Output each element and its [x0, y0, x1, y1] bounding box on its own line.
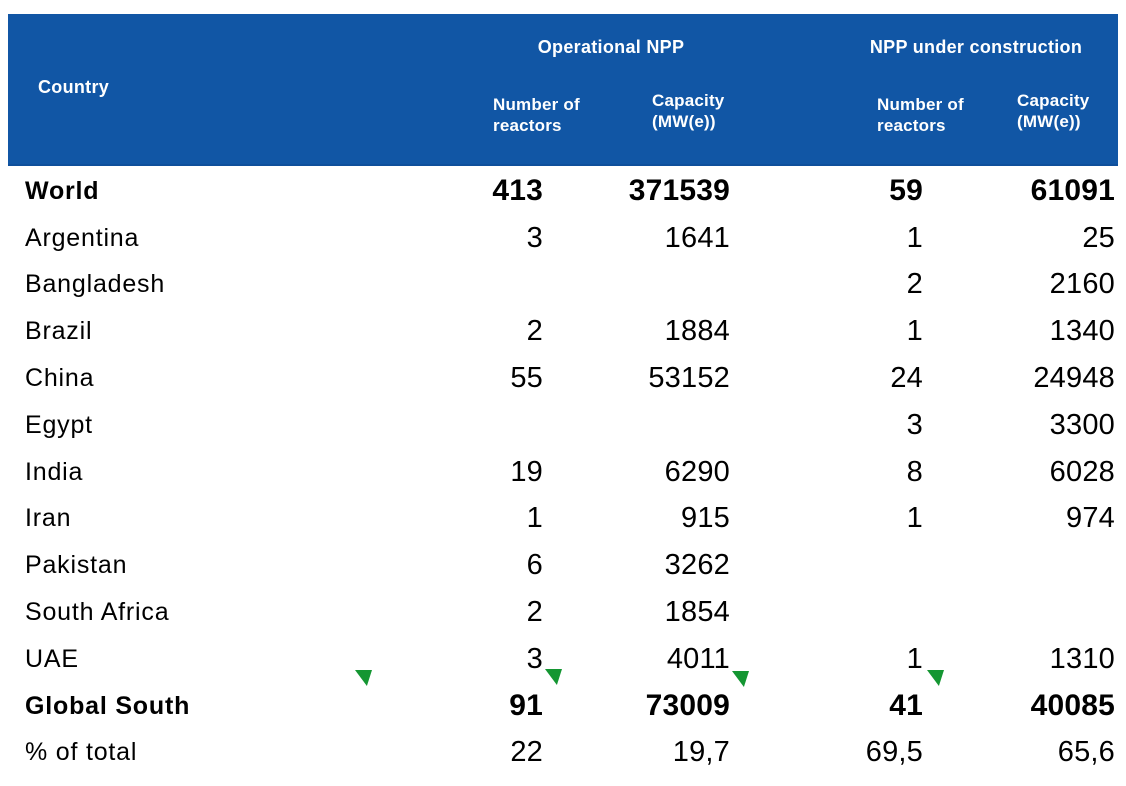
- uc-reactors-cell: 2: [906, 268, 923, 301]
- country-cell: Egypt: [25, 410, 93, 439]
- op-capacity-cell: 1641: [664, 221, 730, 254]
- op-reactors-cell: 2: [526, 315, 543, 348]
- country-cell: % of total: [25, 738, 138, 767]
- op-capacity-cell: 371539: [628, 174, 730, 208]
- column-header-uc-capacity: Capacity (MW(e)): [1017, 91, 1090, 132]
- column-header-op-capacity: Capacity (MW(e)): [652, 91, 725, 132]
- table-row: Bangladesh 2 2160: [0, 262, 1126, 309]
- country-cell: Bangladesh: [25, 270, 166, 299]
- uc-reactors-cell: 24: [890, 362, 923, 395]
- column-header-op-number-of-reactors: Number of reactors: [493, 95, 580, 136]
- uc-capacity-cell: 3300: [1049, 408, 1115, 441]
- op-capacity-cell: 6290: [664, 455, 730, 488]
- column-header-uc-number-of-reactors: Number of reactors: [877, 95, 964, 136]
- op-capacity-cell: 3262: [664, 549, 730, 582]
- uc-reactors-cell: 8: [906, 455, 923, 488]
- uc-capacity-cell: 974: [1066, 502, 1115, 535]
- uc-capacity-cell: 24948: [1033, 362, 1115, 395]
- uc-reactors-cell: 1: [906, 502, 923, 535]
- country-cell: China: [25, 364, 95, 393]
- country-cell: Pakistan: [25, 551, 128, 580]
- country-cell: Iran: [25, 504, 72, 533]
- table-row: World 413 371539 59 61091: [0, 168, 1126, 215]
- uc-reactors-cell: 41: [889, 689, 923, 723]
- uc-capacity-cell: 65,6: [1057, 736, 1115, 769]
- uc-reactors-cell: 59: [889, 174, 923, 208]
- uc-reactors-cell: 1: [906, 642, 923, 675]
- column-group-npp-under-construction: NPP under construction: [869, 37, 1083, 57]
- uc-capacity-cell: 2160: [1049, 268, 1115, 301]
- op-capacity-cell: 915: [681, 502, 730, 535]
- uc-capacity-cell: 61091: [1030, 174, 1115, 208]
- op-reactors-cell: 413: [492, 174, 543, 208]
- uc-reactors-cell: 1: [906, 315, 923, 348]
- op-reactors-cell: 6: [526, 549, 543, 582]
- op-reactors-cell: 91: [509, 689, 543, 723]
- table-row: Brazil 2 1884 1 1340: [0, 308, 1126, 355]
- table-row: UAE 3 4011 1 1310: [0, 636, 1126, 683]
- op-capacity-cell: 1854: [664, 596, 730, 629]
- table-row: India 19 6290 8 6028: [0, 449, 1126, 496]
- op-reactors-cell: 2: [526, 596, 543, 629]
- country-cell: Brazil: [25, 317, 93, 346]
- table-row: Pakistan 6 3262: [0, 542, 1126, 589]
- op-capacity-cell: 1884: [664, 315, 730, 348]
- op-reactors-cell: 19: [510, 455, 543, 488]
- op-capacity-cell: 4011: [666, 642, 730, 675]
- op-reactors-cell: 3: [526, 221, 543, 254]
- table-row: Global South 91 73009 41 40085: [0, 683, 1126, 730]
- column-header-country: Country: [38, 77, 110, 97]
- table-row: China 55 53152 24 24948: [0, 355, 1126, 402]
- table-row: Iran 1 915 1 974: [0, 496, 1126, 543]
- country-cell: World: [25, 176, 100, 205]
- country-cell: UAE: [25, 644, 79, 673]
- table-rows: World 413 371539 59 61091 Argentina 3 1641 1 25 Ba…: [0, 168, 1126, 776]
- uc-capacity-cell: 1310: [1049, 642, 1115, 675]
- op-reactors-cell: 55: [510, 362, 543, 395]
- op-capacity-cell: 73009: [645, 689, 730, 723]
- uc-reactors-cell: 69,5: [865, 736, 923, 769]
- country-cell: Argentina: [25, 223, 140, 252]
- op-reactors-cell: 22: [510, 736, 543, 769]
- table-row: % of total 22 19,7 69,5 65,6: [0, 730, 1126, 777]
- country-cell: India: [25, 457, 84, 486]
- uc-capacity-cell: 25: [1082, 221, 1115, 254]
- uc-capacity-cell: 6028: [1049, 455, 1115, 488]
- uc-capacity-cell: 40085: [1030, 689, 1115, 723]
- op-reactors-cell: 3: [526, 642, 543, 675]
- op-capacity-cell: 19,7: [672, 736, 730, 769]
- table-row: Egypt 3 3300: [0, 402, 1126, 449]
- uc-reactors-cell: 3: [906, 408, 923, 441]
- op-reactors-cell: 1: [526, 502, 543, 535]
- uc-capacity-cell: 1340: [1049, 315, 1115, 348]
- op-capacity-cell: 53152: [648, 362, 730, 395]
- table-header: Country Operational NPP Number of reacto…: [8, 14, 1118, 166]
- country-cell: South Africa: [25, 598, 170, 627]
- column-group-operational-npp: Operational NPP: [537, 37, 685, 57]
- country-cell: Global South: [25, 691, 191, 720]
- table-row: South Africa 2 1854: [0, 589, 1126, 636]
- table-row: Argentina 3 1641 1 25: [0, 215, 1126, 262]
- uc-reactors-cell: 1: [906, 221, 923, 254]
